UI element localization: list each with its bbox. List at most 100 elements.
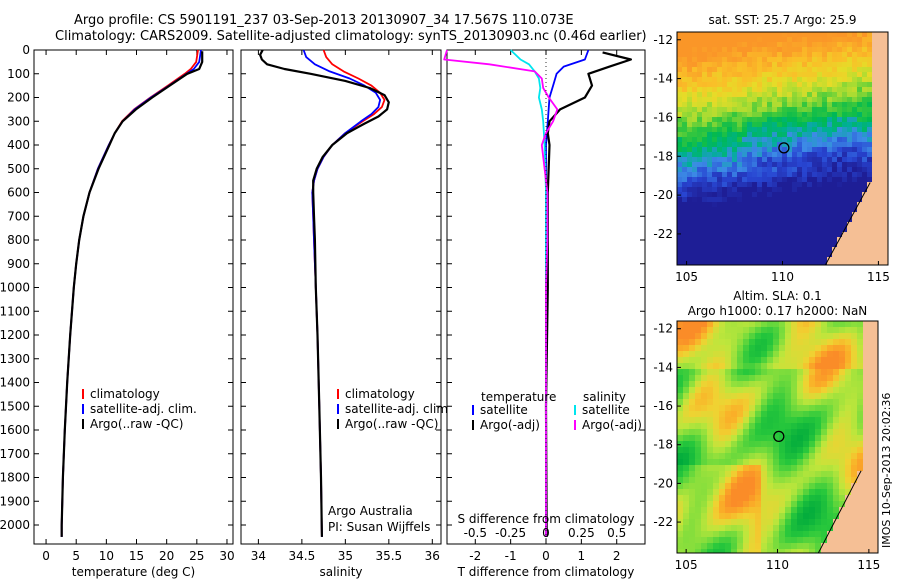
sla_map-cell	[821, 453, 828, 460]
salinity-legend-label: Argo(..raw -QC)	[345, 417, 438, 431]
sla_map-cell	[767, 543, 774, 550]
sla_map-cell	[749, 453, 756, 460]
sst_map-cell	[847, 192, 853, 198]
sst_map-cell	[832, 62, 838, 68]
sla_map-cell	[797, 381, 804, 388]
sst_map-cell	[812, 182, 818, 188]
sla_map-cell	[701, 495, 708, 502]
sla_map-cell	[689, 543, 696, 550]
sla_map-cell	[707, 453, 714, 460]
sst_map-cell	[867, 82, 873, 88]
sst_map-ytick-label: -22	[653, 227, 673, 241]
sst_map-cell	[847, 227, 853, 233]
sst_map-cell	[707, 162, 713, 168]
sla_map-cell	[677, 429, 684, 436]
sst_map-cell	[782, 207, 788, 213]
sst_map-cell	[772, 72, 778, 78]
sst_map-cell	[877, 37, 883, 43]
sst_map-cell	[722, 47, 728, 53]
sst_map-cell	[732, 182, 738, 188]
sst_map-cell	[842, 147, 848, 153]
sst_map-cell	[882, 207, 888, 213]
sla_map-cell	[749, 477, 756, 484]
sla_map-cell	[725, 477, 732, 484]
sla_map-cell	[725, 393, 732, 400]
sst_map-cell	[822, 252, 828, 258]
sst_map-cell	[862, 47, 868, 53]
sst_map-cell	[882, 62, 888, 68]
sst_map-cell	[882, 107, 888, 113]
sst_map-cell	[757, 167, 763, 173]
sst_map-cell	[857, 117, 863, 123]
sla_map-cell	[839, 369, 846, 376]
sla_map-cell	[749, 447, 756, 454]
sst_map-cell	[862, 72, 868, 78]
sst_map-cell	[792, 72, 798, 78]
sla_map-cell	[713, 339, 720, 346]
sla_map-cell	[677, 501, 684, 508]
sst_map-cell	[792, 42, 798, 48]
sst_map-cell	[867, 242, 873, 248]
sla_map-cell	[797, 513, 804, 520]
sla_map-cell	[713, 507, 720, 514]
sla_map-cell	[719, 429, 726, 436]
sla_map-cell	[827, 501, 834, 508]
sla_map-cell	[683, 399, 690, 406]
sst_map-cell	[742, 147, 748, 153]
sst_map-cell	[812, 112, 818, 118]
sst_map-cell	[842, 172, 848, 178]
sla_map-cell	[851, 321, 858, 328]
sst_map-cell	[832, 232, 838, 238]
sla_map-cell	[779, 351, 786, 358]
sst_map-cell	[682, 242, 688, 248]
sla_map-cell	[755, 333, 762, 340]
sst_map-cell	[847, 77, 853, 83]
sla_map-cell	[719, 357, 726, 364]
sst_map-cell	[742, 127, 748, 133]
sst_map-cell	[772, 32, 778, 38]
sst_map-cell	[712, 227, 718, 233]
sst_map-cell	[872, 147, 878, 153]
sst_map-cell	[872, 162, 878, 168]
sst_map-cell	[687, 47, 693, 53]
sla_map-cell	[797, 345, 804, 352]
sla_map-cell	[791, 513, 798, 520]
sla_map-cell	[731, 507, 738, 514]
sst_map-cell	[677, 187, 683, 193]
sst_map-cell	[822, 237, 828, 243]
sst_map-cell	[737, 157, 743, 163]
sst_map-cell	[687, 107, 693, 113]
sla_map-cell	[851, 375, 858, 382]
sst_map-cell	[767, 47, 773, 53]
sla_map-cell	[839, 387, 846, 394]
sla_map-cell	[857, 513, 864, 520]
sla_map-cell	[731, 525, 738, 532]
sst_map-cell	[677, 157, 683, 163]
sla_map-cell	[833, 327, 840, 334]
sst_map-cell	[857, 192, 863, 198]
sst_map-cell	[727, 177, 733, 183]
sst_map-cell	[842, 37, 848, 43]
sla_map-cell	[791, 543, 798, 550]
sst_map-cell	[687, 112, 693, 118]
sla_map-cell	[827, 381, 834, 388]
sla_map-cell	[689, 501, 696, 508]
sst_map-cell	[757, 47, 763, 53]
sla_map-cell	[701, 477, 708, 484]
sst_map-cell	[847, 62, 853, 68]
sst_map-cell	[872, 82, 878, 88]
sst_map-cell	[862, 187, 868, 193]
sst_map-cell	[682, 237, 688, 243]
sst_map-cell	[717, 147, 723, 153]
sla_map-cell	[869, 549, 876, 554]
sla_map-cell	[683, 465, 690, 472]
sst_map-cell	[877, 152, 883, 158]
sla_map-cell	[803, 507, 810, 514]
sst_map-cell	[882, 132, 888, 138]
sst_map-cell	[782, 132, 788, 138]
sla_map-cell	[827, 531, 834, 538]
sst_map-cell	[882, 77, 888, 83]
sla_map-cell	[731, 465, 738, 472]
sla_map-cell	[809, 369, 816, 376]
sst_map-cell	[797, 37, 803, 43]
